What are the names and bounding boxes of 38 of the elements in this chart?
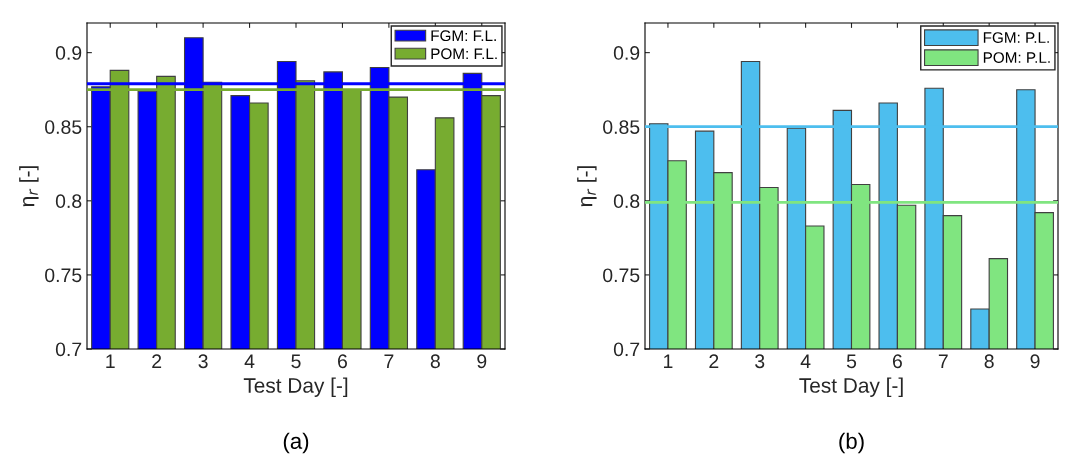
x-tick-label: 3 [198,354,208,369]
x-tick-label: 4 [800,354,811,368]
y-axis-title: η$_{r}$ [-] [19,166,39,207]
legend-label: POM: F.L. [431,48,497,60]
y-tick-label: 0.8 [55,194,82,209]
y-tick-label: 0.7 [613,342,640,357]
x-tick-label: 6 [338,354,347,369]
y-tick-label: 0.8 [613,194,640,209]
x-tick-label: 8 [984,354,994,369]
y-tick-label: 0.75 [603,268,640,283]
y-tick-label: 0.9 [55,46,82,60]
text: FGM: F.L. [431,30,496,42]
x-tick-label: 4 [244,354,255,368]
x-tick-label: 5 [291,354,301,369]
x-tick-label: 5 [846,354,857,369]
x-axis-title: Test Day [-] [799,377,903,397]
legend-label: FGM: P.L. [983,32,1049,44]
x-axis-title: Test Day [-] [243,377,348,397]
x-tick-label: 8 [430,354,440,369]
x-tick-label: 6 [892,354,902,369]
x-tick-label: 7 [384,354,394,368]
x-tick-label: 9 [1030,354,1040,369]
y-tick-label: 0.85 [603,120,640,134]
text: (a) [283,432,309,454]
y-tick-label: 0.75 [45,268,82,283]
x-tick-label: 2 [709,354,719,368]
legend-label: POM: P.L. [983,52,1050,63]
y-tick-label: 0.7 [55,342,82,357]
text: (b) [839,432,864,454]
x-tick-label: 7 [938,354,948,368]
y-tick-label: 0.85 [45,120,82,134]
x-tick-label: 2 [152,354,162,368]
x-tick-label: 1 [664,354,673,368]
x-tick-label: 1 [106,354,115,368]
x-tick-label: 9 [477,354,487,369]
y-tick-label: 0.9 [613,46,640,60]
x-tick-label: 3 [755,354,765,369]
y-axis-title: η$_{r}$ [-] [577,166,597,207]
